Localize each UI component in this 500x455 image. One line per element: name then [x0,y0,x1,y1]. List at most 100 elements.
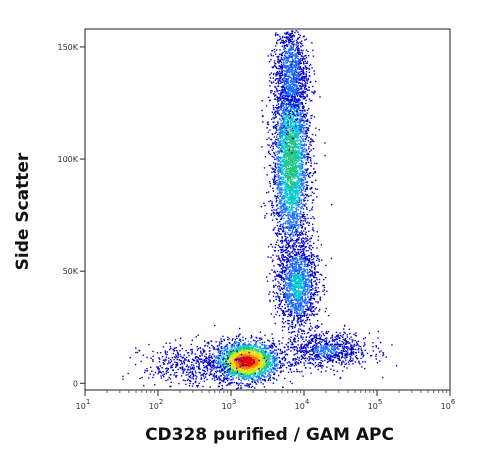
event-dot [296,64,298,66]
event-dot [273,361,276,363]
event-dot [298,89,300,91]
event-dot [252,361,254,364]
event-dot [274,114,277,116]
event-dot [280,156,282,158]
event-dot [314,188,317,190]
event-dot [274,226,276,229]
event-dot [283,153,286,155]
event-dot [296,238,299,240]
event-dot [293,122,295,124]
event-dot [297,157,299,159]
event-dot [288,221,291,224]
event-dot [288,152,291,154]
event-dot [284,145,286,148]
event-dot [219,350,221,352]
event-dot [241,355,244,357]
event-dot [229,349,231,352]
event-dot [285,210,287,212]
event-dot [295,245,298,247]
event-dot [299,147,301,149]
event-dot [282,245,284,247]
event-dot [265,364,268,366]
event-dot [288,158,290,161]
event-dot [267,121,269,123]
event-dot [256,367,258,369]
event-dot [302,68,305,70]
event-dot [307,89,309,91]
event-dot [260,348,263,351]
event-dot [217,348,219,351]
event-dot [251,348,253,350]
event-dot [242,345,244,347]
event-dot [281,146,283,148]
event-dot [248,384,250,386]
event-dot [307,140,309,142]
event-dot [273,151,275,154]
event-dot [282,159,284,161]
event-dot [282,362,284,365]
event-dot [273,215,276,217]
event-dot [291,178,294,180]
event-dot [274,170,276,172]
event-dot [274,174,276,176]
event-dot [279,233,281,235]
event-dot [295,139,298,142]
event-dot [258,370,261,372]
event-dot [251,364,253,366]
event-dot [247,383,249,385]
event-dot [300,201,303,203]
event-dot [296,223,298,225]
event-dot [253,363,255,365]
event-dot [232,357,234,359]
event-dot [282,104,285,107]
event-dot [272,145,274,148]
event-dot [276,379,278,381]
event-dot [278,156,281,159]
event-dot [231,361,233,363]
event-dot [289,129,291,132]
event-dot [294,213,296,215]
event-dot [288,160,291,162]
event-dot [254,387,256,389]
event-dot [299,192,301,194]
event-dot [281,112,283,114]
event-dot [288,361,290,363]
event-dot [251,368,253,370]
event-dot [260,353,262,355]
event-dot [243,366,245,368]
event-dot [234,347,236,349]
event-dot [301,174,303,176]
event-dot [278,183,280,185]
event-dot [294,183,297,185]
event-dot [246,366,249,368]
event-dot [291,213,294,215]
event-dot [278,159,280,161]
event-dot [284,123,286,126]
event-dot [224,364,226,366]
event-dot [279,66,282,69]
event-dot [284,187,286,189]
event-dot [248,373,251,376]
event-dot [278,175,280,177]
event-dot [273,180,275,182]
event-dot [224,367,227,369]
event-dot [280,207,283,209]
event-dot [298,173,300,176]
event-dot [284,121,286,123]
event-dot [264,344,266,346]
event-dot [263,347,266,349]
event-dot [273,212,276,214]
event-dot [277,150,279,152]
event-dot [303,174,305,176]
event-dot [263,376,265,378]
event-dot [258,352,260,354]
event-dot [296,218,299,220]
event-dot [268,355,271,357]
event-dot [282,204,285,207]
event-dot [262,367,265,369]
event-dot [304,124,306,126]
event-dot [251,369,254,371]
event-dot [292,304,294,306]
event-dot [284,94,286,96]
event-dot [280,163,282,166]
